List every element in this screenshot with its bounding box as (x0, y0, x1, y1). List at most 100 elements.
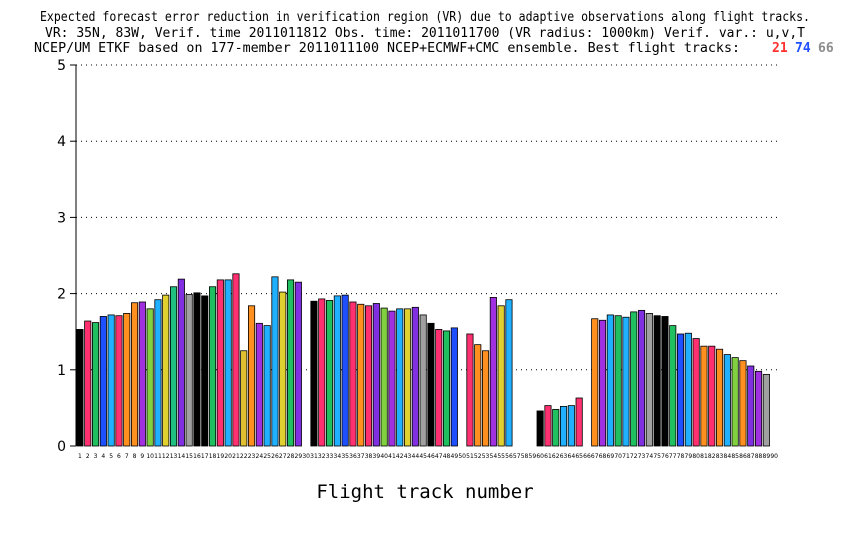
x-tick-label: 29 (295, 453, 303, 460)
y-tick-labels: 0 1 2 3 4 5 (57, 58, 66, 455)
x-tick-label: 18 (209, 453, 217, 460)
x-tick-label: 59 (529, 453, 537, 460)
x-tick-label: 80 (692, 453, 700, 460)
x-tick-label: 79 (685, 453, 693, 460)
x-tick-label: 70 (614, 453, 622, 460)
bar-track-4 (99, 316, 107, 447)
bar-track-75 (653, 315, 661, 447)
y-tick-label: 0 (57, 439, 66, 455)
bar-track-43 (403, 308, 412, 447)
bar-track-53 (481, 350, 490, 447)
bar-track-73 (638, 309, 646, 447)
x-tick-label: 3 (94, 453, 98, 460)
x-tick-label: 85 (731, 453, 739, 460)
x-tick-label: 46 (427, 453, 435, 460)
x-tick-label: 23 (248, 453, 256, 460)
bar-track-54 (489, 297, 497, 447)
x-tick-label: 42 (396, 453, 404, 460)
x-tick-label: 58 (521, 453, 529, 460)
bar-track-74 (645, 313, 653, 447)
bar-track-60 (536, 410, 544, 447)
bar-track-41 (388, 310, 396, 447)
bar-track-70 (614, 315, 622, 447)
bar-track-37 (357, 303, 365, 447)
best-track-1: 21 (772, 41, 788, 56)
bar-track-34 (333, 295, 341, 447)
x-tick-label: 39 (373, 453, 381, 460)
x-tick-label: 61 (544, 453, 552, 460)
x-tick-label: 10 (146, 453, 154, 460)
bar-track-14 (177, 278, 185, 447)
bar-track-28 (286, 279, 295, 447)
x-tick-label: 67 (591, 453, 599, 460)
bar-track-29 (294, 281, 302, 447)
bar-track-45 (419, 314, 427, 447)
bar-track-49 (450, 327, 458, 447)
x-tick-label: 11 (154, 453, 162, 460)
x-tick-label: 44 (412, 453, 420, 460)
x-tick-label: 37 (357, 453, 365, 460)
x-tick-label: 24 (256, 453, 264, 460)
title-line-1: Expected forecast error reduction in ver… (40, 10, 810, 25)
x-tick-label: 84 (724, 453, 732, 460)
x-tick-label: 48 (443, 453, 451, 460)
bar-track-68 (599, 319, 607, 447)
x-tick-label: 2 (86, 453, 90, 460)
bar-track-12 (162, 294, 170, 447)
bar-track-76 (661, 316, 669, 447)
x-tick-label: 73 (638, 453, 646, 460)
x-tick-label: 13 (170, 453, 178, 460)
x-tick-label: 68 (599, 453, 607, 460)
y-tick-label: 1 (57, 363, 66, 379)
x-tick-label: 36 (349, 453, 357, 460)
x-tick-label: 88 (755, 453, 763, 460)
x-tick-label: 20 (224, 453, 232, 460)
bar-track-51 (466, 333, 474, 447)
x-tick-label: 71 (622, 453, 630, 460)
bar-track-16 (193, 292, 201, 447)
x-tick-label: 50 (458, 453, 466, 460)
x-tick-label: 90 (770, 453, 778, 460)
best-track-2: 74 (795, 41, 811, 56)
bar-track-85 (731, 357, 739, 447)
bar-track-69 (606, 314, 614, 447)
x-tick-label: 54 (490, 453, 498, 460)
x-tick-label: 19 (217, 453, 225, 460)
x-tick-label: 7 (125, 453, 129, 460)
bar-track-32 (318, 298, 326, 447)
x-tick-label: 32 (318, 453, 326, 460)
bar-track-79 (684, 332, 692, 447)
bar-track-87 (747, 365, 755, 447)
bar-track-18 (208, 286, 217, 447)
bar-track-71 (622, 316, 630, 447)
bar-track-24 (255, 322, 263, 447)
bar-track-46 (427, 322, 435, 447)
y-tick-label: 5 (57, 58, 66, 74)
x-tick-label: 31 (310, 453, 318, 460)
x-tick-label: 1 (78, 453, 82, 460)
bar-track-83 (716, 348, 724, 447)
x-tick-label: 72 (630, 453, 638, 460)
x-tick-label: 53 (482, 453, 490, 460)
x-tick-label: 38 (365, 453, 373, 460)
x-tick-label: 69 (607, 453, 615, 460)
bar-track-56 (505, 299, 513, 447)
title-line-2: VR: 35N, 83W, Verif. time 2011011812 Obs… (45, 26, 805, 41)
x-tick-label: 56 (505, 453, 513, 460)
bar-track-21 (232, 273, 240, 447)
bar-track-52 (474, 344, 482, 447)
bar-track-89 (762, 373, 770, 447)
y-tick-label: 2 (57, 287, 66, 303)
bar-track-88 (755, 370, 763, 447)
bar-track-26 (271, 276, 279, 447)
x-tick-label: 27 (279, 453, 287, 460)
x-tick-label: 41 (388, 453, 396, 460)
bar-track-72 (630, 311, 638, 447)
x-tick-label: 60 (536, 453, 544, 460)
bar-track-35 (341, 294, 349, 447)
bar-track-78 (677, 333, 685, 447)
bar-track-80 (692, 338, 700, 447)
x-tick-label: 21 (232, 453, 240, 460)
x-tick-label: 83 (716, 453, 724, 460)
x-tick-label: 74 (646, 453, 654, 460)
